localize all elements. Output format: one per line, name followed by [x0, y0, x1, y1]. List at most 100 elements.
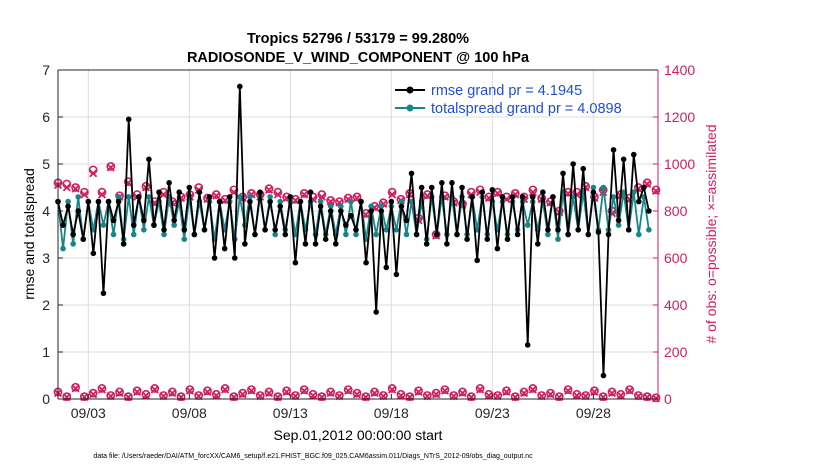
- point-rmse: [317, 203, 324, 210]
- obs-assimilated-marker: [414, 387, 423, 396]
- obs-assimilated-marker: [212, 191, 221, 200]
- axes: [57, 69, 659, 400]
- x-tick-label: 09/23: [475, 405, 510, 421]
- point-totalspread: [327, 203, 334, 210]
- point-rmse: [211, 255, 218, 261]
- point-rmse: [590, 189, 597, 195]
- point-rmse: [257, 189, 263, 195]
- point-rmse: [85, 198, 92, 205]
- point-totalspread: [343, 231, 349, 238]
- obs-possible-marker: [238, 388, 248, 398]
- point-rmse: [570, 161, 576, 167]
- obs-possible-marker: [572, 389, 582, 399]
- obs-possible-marker: [123, 392, 133, 402]
- obs-assimilated-marker: [212, 391, 221, 400]
- point-rmse: [297, 198, 304, 205]
- chart-title-line1: Tropics 52796 / 53179 = 99.280%: [247, 31, 469, 47]
- point-rmse: [191, 231, 198, 238]
- obs-possible-marker: [299, 385, 309, 394]
- point-rmse: [509, 194, 516, 200]
- point-totalspread: [353, 231, 359, 238]
- y-tick-label-left: 2: [42, 297, 50, 313]
- y-tick-label-left: 4: [42, 203, 50, 219]
- obs-assimilated-marker: [625, 386, 634, 395]
- point-totalspread: [338, 203, 344, 210]
- obs-possible-marker: [361, 392, 371, 402]
- point-rmse: [454, 231, 460, 238]
- point-rmse: [595, 229, 602, 235]
- obs-assimilated-marker: [133, 387, 142, 396]
- point-rmse: [307, 189, 314, 195]
- obs-possible-marker: [97, 384, 107, 393]
- obs-possible-marker: [326, 387, 336, 397]
- point-rmse: [105, 198, 112, 205]
- point-rmse: [201, 227, 208, 233]
- point-totalspread: [646, 227, 652, 233]
- point-rmse: [363, 259, 369, 266]
- point-rmse: [242, 241, 248, 247]
- point-totalspread: [403, 231, 410, 238]
- obs-assimilated-marker: [502, 387, 511, 396]
- point-totalspread: [636, 231, 642, 238]
- point-rmse: [252, 231, 258, 238]
- y-tick-label-right: 1000: [664, 156, 695, 172]
- obs-assimilated-marker: [607, 389, 617, 398]
- obs-assimilated-marker: [106, 163, 115, 172]
- point-rmse: [237, 83, 243, 90]
- obs-assimilated-marker: [352, 390, 362, 399]
- point-rmse: [378, 208, 385, 214]
- point-rmse: [408, 170, 415, 177]
- point-rmse: [428, 184, 435, 191]
- obs-possible-marker: [642, 178, 652, 188]
- point-rmse: [60, 222, 66, 228]
- obs-possible-marker: [510, 392, 520, 402]
- point-rmse: [186, 184, 193, 191]
- point-rmse: [585, 231, 592, 238]
- obs-assimilated-marker: [335, 392, 344, 401]
- point-rmse: [65, 203, 71, 210]
- obs-assimilated-marker: [300, 386, 309, 395]
- point-rmse: [641, 184, 647, 191]
- legend-spread-marker: [406, 104, 414, 112]
- obs-assimilated-marker: [159, 392, 168, 401]
- point-rmse: [580, 165, 587, 172]
- point-rmse: [519, 194, 526, 200]
- obs-possible-marker: [299, 188, 309, 198]
- obs-possible-marker: [466, 392, 476, 402]
- obs-assimilated-marker: [291, 392, 300, 401]
- obs-assimilated-marker: [62, 183, 71, 192]
- obs-possible-marker: [132, 386, 142, 396]
- obs-possible-marker: [88, 388, 98, 398]
- point-totalspread: [110, 231, 117, 238]
- obs-assimilated-marker: [493, 392, 502, 401]
- point-rmse: [120, 241, 127, 247]
- point-rmse: [464, 236, 470, 242]
- point-rmse: [555, 227, 561, 233]
- point-totalspread: [267, 194, 273, 200]
- obs-possible-marker: [282, 386, 292, 396]
- obs-possible-marker: [352, 192, 362, 202]
- point-rmse: [565, 231, 571, 238]
- point-totalspread: [524, 222, 531, 228]
- obs-assimilated-marker: [537, 392, 546, 401]
- obs-possible-marker: [229, 392, 239, 402]
- obs-markers: [53, 161, 661, 403]
- obs-possible-marker: [185, 385, 195, 394]
- point-rmse: [353, 227, 359, 233]
- point-rmse: [75, 208, 82, 214]
- obs-possible-marker: [616, 389, 626, 399]
- point-totalspread: [545, 231, 551, 238]
- obs-possible-marker: [264, 184, 274, 194]
- point-rmse: [136, 194, 142, 200]
- obs-possible-marker: [642, 392, 652, 402]
- series-line-rmse: [57, 85, 650, 377]
- obs-assimilated-marker: [185, 386, 194, 395]
- point-rmse: [171, 217, 177, 224]
- obs-assimilated-marker: [308, 391, 318, 400]
- x-axis-label: Sep.01,2012 00:00:00 start: [274, 427, 443, 443]
- obs-assimilated-marker: [590, 387, 599, 396]
- point-rmse: [459, 184, 465, 191]
- point-totalspread: [146, 194, 152, 200]
- point-rmse: [620, 156, 627, 163]
- point-rmse: [277, 203, 284, 210]
